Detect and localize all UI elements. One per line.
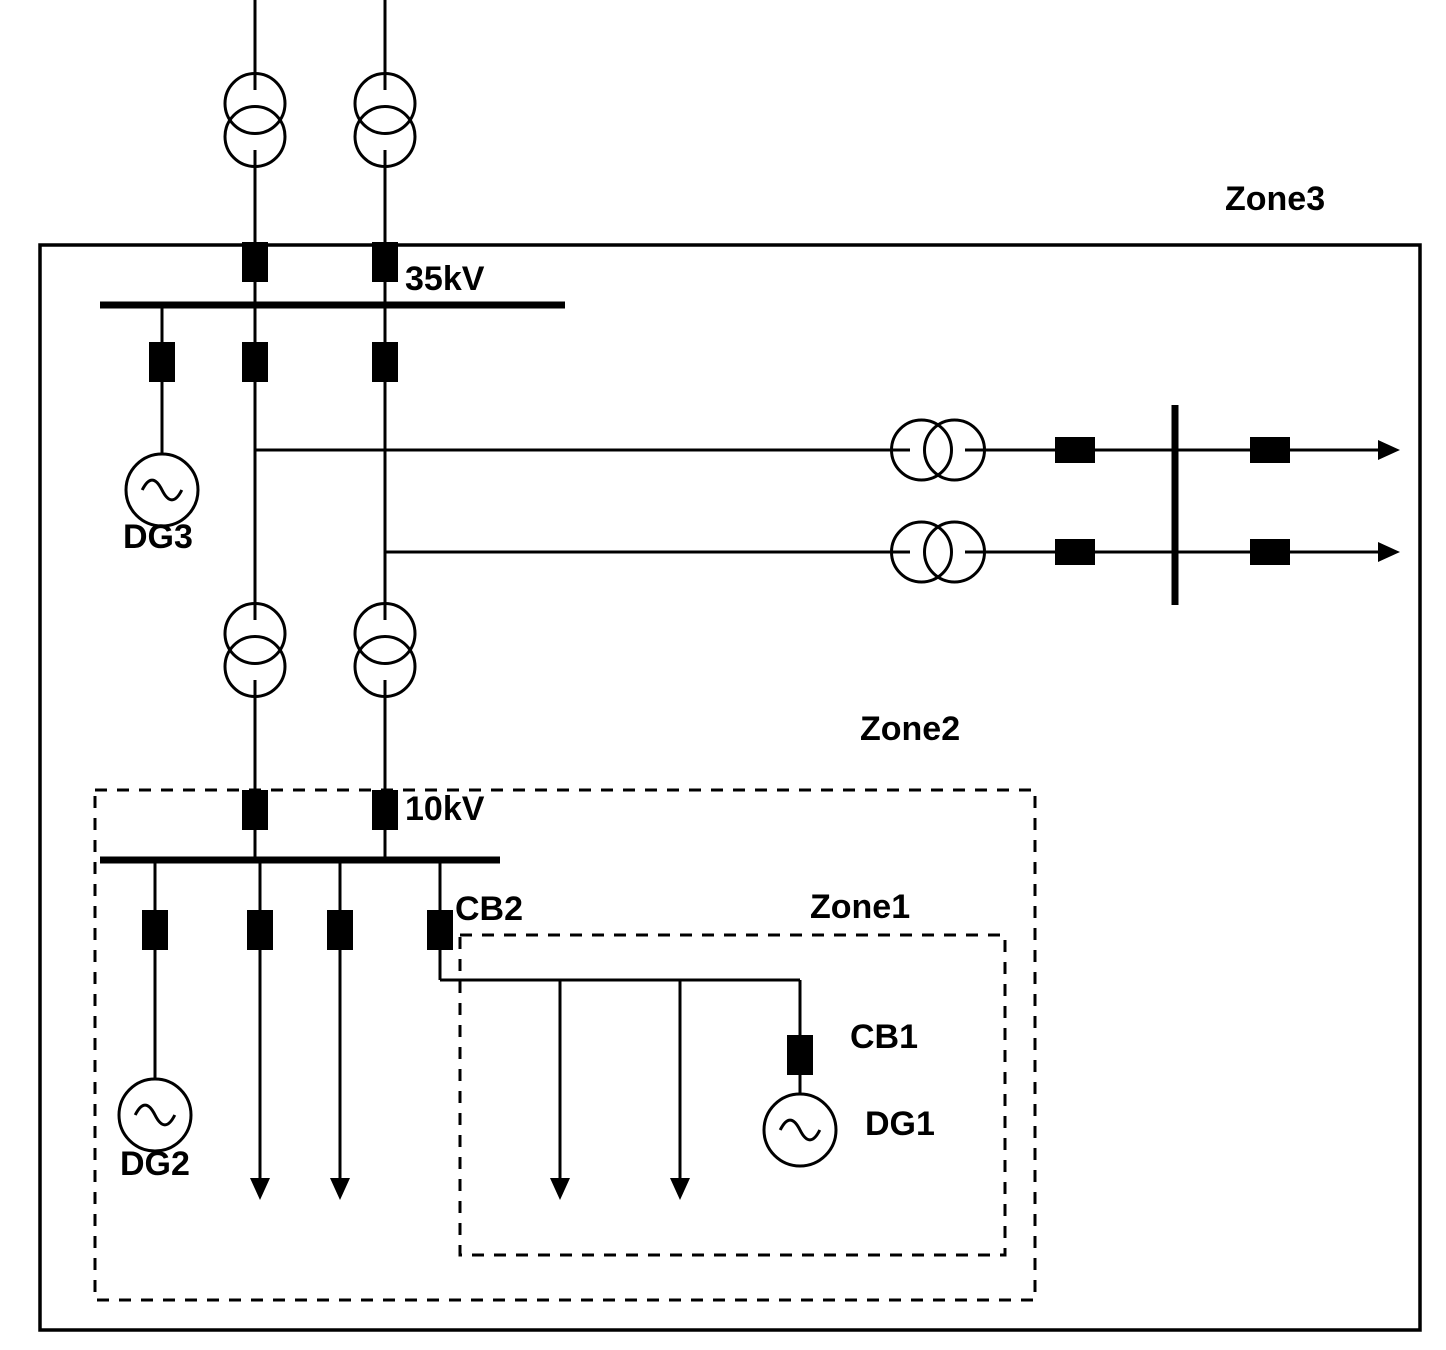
breaker-icon: [787, 1035, 813, 1075]
dg3-label: DG3: [123, 518, 193, 556]
breaker-icon: [149, 342, 175, 382]
breaker-icon: [1250, 539, 1290, 565]
arrow-right-icon: [1378, 440, 1400, 460]
zone3-label: Zone3: [1225, 180, 1325, 218]
arrow-right-icon: [1378, 542, 1400, 562]
breaker-icon: [372, 242, 398, 282]
arrow-down-icon: [250, 1178, 270, 1200]
dg-source-icon: [764, 1094, 836, 1166]
bus-35kv-label: 35kV: [405, 260, 485, 298]
arrow-down-icon: [330, 1178, 350, 1200]
cb1-label: CB1: [850, 1018, 918, 1056]
breaker-icon: [1055, 437, 1095, 463]
breaker-icon: [427, 910, 453, 950]
zone1-border: [460, 935, 1005, 1255]
zone2-label: Zone2: [860, 710, 960, 748]
arrow-down-icon: [670, 1178, 690, 1200]
breaker-icon: [242, 790, 268, 830]
arrow-down-icon: [550, 1178, 570, 1200]
dg-source-icon: [126, 454, 198, 526]
bus-10kv-label: 10kV: [405, 790, 485, 828]
breaker-icon: [242, 242, 268, 282]
breaker-icon: [247, 910, 273, 950]
dg2-label: DG2: [120, 1145, 190, 1183]
single-line-diagram: Zone3 Zone2 Zone1 35kV 10kV DG1 DG2 DG3 CB1 CB2: [0, 0, 1446, 1350]
zone3-border: [40, 245, 1420, 1330]
breaker-icon: [1250, 437, 1290, 463]
breaker-icon: [372, 342, 398, 382]
breaker-icon: [142, 910, 168, 950]
breaker-icon: [242, 342, 268, 382]
breaker-icon: [327, 910, 353, 950]
breaker-icon: [1055, 539, 1095, 565]
breaker-icon: [372, 790, 398, 830]
zone1-label: Zone1: [810, 888, 910, 926]
dg1-label: DG1: [865, 1105, 935, 1143]
dg-source-icon: [119, 1079, 191, 1151]
cb2-label: CB2: [455, 890, 523, 928]
